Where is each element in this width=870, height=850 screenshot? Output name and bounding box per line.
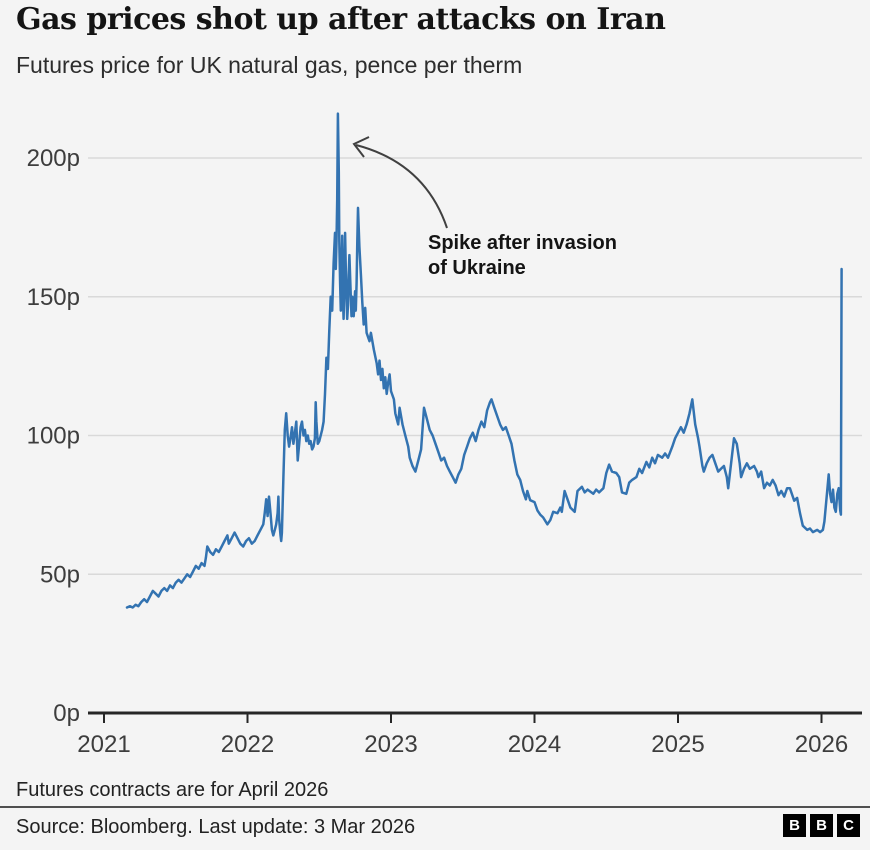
annotation-arrowhead [352,136,370,158]
y-tick-label-150: 150p [27,284,80,311]
annotation-line-1: Spike after invasion [428,232,617,254]
y-tick-label-50: 50p [40,561,80,588]
price-line [125,112,843,609]
bbc-logo-box-2: B [810,814,833,837]
footer-divider [0,806,870,808]
y-tick-label-200: 200p [27,145,80,172]
bbc-logo: B B C [783,814,860,837]
annotation-spike: Spike after invasion of Ukraine [428,231,617,281]
x-tick-label-2026: 2026 [795,731,848,758]
chart-footnote: Futures contracts are for April 2026 [16,779,329,801]
page-subtitle: Futures price for UK natural gas, pence … [16,52,523,78]
x-tick-label-2022: 2022 [221,731,274,758]
y-tick-label-100: 100p [27,423,80,450]
bbc-logo-box-1: B [783,814,806,837]
annotation-line-2: of Ukraine [428,257,526,279]
x-tick-label-2021: 2021 [77,731,130,758]
bbc-logo-box-3: C [837,814,860,837]
y-tick-label-0: 0p [53,700,80,727]
source-text: Source: Bloomberg. Last update: 3 Mar 20… [16,816,416,838]
x-tick-label-2025: 2025 [651,731,704,758]
page-title: Gas prices shot up after attacks on Iran [16,2,666,37]
x-tick-label-2023: 2023 [364,731,417,758]
x-tick-label-2024: 2024 [508,731,561,758]
annotation-arrow [355,144,448,229]
